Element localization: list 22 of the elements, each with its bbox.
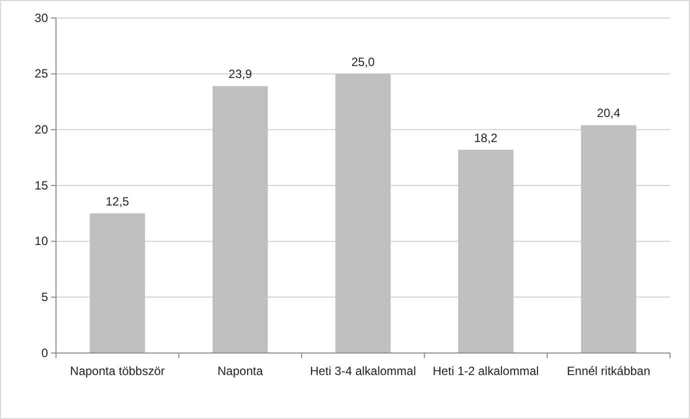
y-tick-label: 5 — [41, 290, 48, 304]
x-tick-label: Ennél ritkábban — [566, 364, 650, 378]
bar — [580, 125, 636, 353]
x-tick-label: Heti 3-4 alkalommal — [310, 364, 416, 378]
data-label: 12,5 — [106, 194, 130, 208]
data-label: 18,2 — [474, 130, 498, 145]
data-label: 25,0 — [351, 54, 375, 69]
y-tick-label: 30 — [34, 10, 48, 25]
bar — [458, 150, 514, 353]
x-tick-label: Naponta többször — [70, 364, 165, 378]
bar — [335, 74, 391, 353]
bar — [212, 86, 268, 353]
y-tick-label: 10 — [34, 234, 48, 248]
y-tick-label: 0 — [41, 346, 48, 360]
data-label: 20,4 — [596, 106, 621, 120]
x-tick-label: Heti 1-2 alkalommal — [432, 364, 539, 378]
data-label: 23,9 — [228, 67, 252, 82]
x-tick-label: Naponta — [218, 364, 264, 378]
y-tick-label: 25 — [34, 66, 48, 81]
bar — [90, 213, 146, 353]
y-tick-label: 20 — [34, 122, 48, 137]
y-tick-label: 15 — [34, 178, 48, 192]
